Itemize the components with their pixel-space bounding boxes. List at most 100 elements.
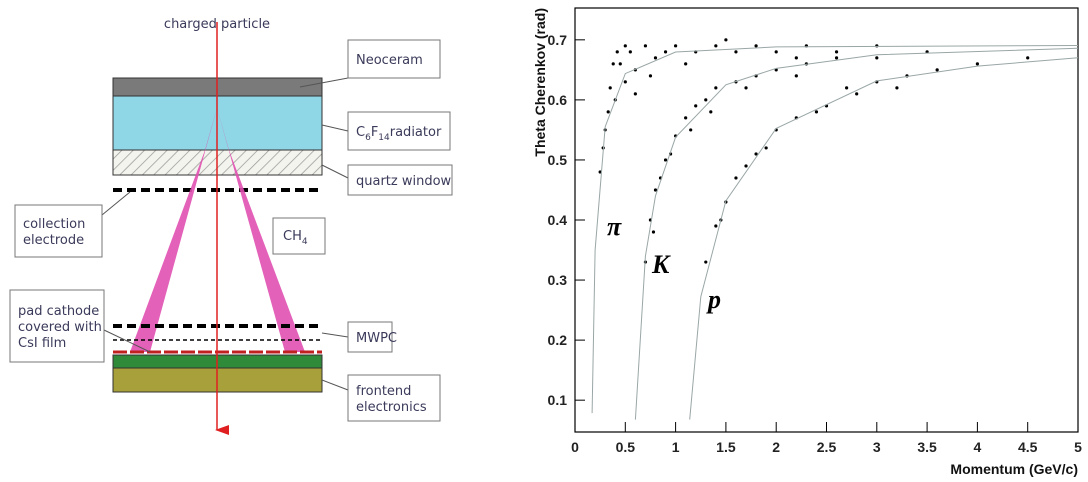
beam-label: charged particle — [164, 17, 270, 32]
data-point — [1026, 56, 1030, 60]
data-point — [834, 50, 839, 54]
data-point — [845, 86, 849, 90]
data-point — [618, 62, 622, 66]
data-point — [925, 50, 929, 54]
data-point — [744, 86, 748, 90]
callout-box — [347, 39, 441, 79]
data-point — [895, 86, 899, 90]
callout-label: frontend — [356, 384, 411, 399]
data-point — [663, 158, 668, 162]
data-point — [764, 146, 768, 150]
theory-curve — [591, 45, 1079, 414]
callout-label: collection — [23, 217, 85, 232]
data-point — [875, 44, 879, 48]
data-point — [611, 62, 615, 66]
data-point — [606, 110, 610, 114]
gas-label: CH4 — [283, 229, 308, 247]
x-tick-label: 2.5 — [817, 439, 837, 455]
data-point — [674, 44, 678, 48]
callout-box — [9, 289, 105, 363]
data-point — [754, 152, 758, 156]
particle-label: K — [651, 250, 671, 279]
data-point — [774, 50, 778, 54]
data-point — [714, 224, 718, 228]
data-point — [648, 74, 653, 78]
scatter-chart: 0.1 0.2 0.3 0.4 0.5 0.6 0.7 0 0.5 1 1.5 2 2.5 3 3.5 4 4.… — [532, 7, 1082, 477]
data-point — [643, 44, 648, 48]
label-part: C — [356, 125, 365, 140]
data-point — [623, 80, 627, 84]
data-point — [975, 62, 980, 66]
radiator-label: C6F14radiator — [356, 125, 442, 143]
data-point — [724, 38, 728, 42]
theory-curve — [689, 57, 1079, 420]
data-point — [754, 44, 758, 48]
theory-curve — [634, 47, 1079, 420]
leader-line — [321, 124, 349, 132]
data-point — [714, 86, 718, 90]
data-point — [623, 44, 627, 48]
data-point — [704, 98, 708, 102]
data-point — [734, 50, 738, 54]
data-point — [734, 176, 738, 180]
data-point — [615, 50, 619, 54]
label-part: 6 — [365, 133, 371, 143]
callout-label: pad cathode — [18, 304, 99, 319]
x-tick-label: 2 — [772, 439, 780, 455]
particle-label: p — [706, 285, 721, 314]
data-point — [628, 50, 632, 54]
x-tick-label: 1.5 — [716, 439, 736, 455]
data-point — [794, 74, 798, 78]
x-tick-label: 5 — [1074, 439, 1082, 455]
y-tick-label: 0.4 — [548, 212, 568, 228]
x-tick-label: 0.5 — [616, 439, 636, 455]
leader-line — [321, 379, 349, 391]
data-point — [653, 188, 658, 192]
y-tick-label: 0.2 — [548, 332, 568, 348]
leader-line — [101, 191, 131, 216]
callout-box — [347, 374, 441, 422]
x-tick-label: 4.5 — [1018, 439, 1038, 455]
data-point — [689, 128, 693, 132]
x-tick-label: 3.5 — [917, 439, 937, 455]
data-point — [794, 56, 798, 60]
leader-line — [321, 164, 349, 179]
callout-label: electrode — [23, 233, 84, 248]
data-point — [608, 86, 612, 90]
callout-label: covered with — [18, 320, 102, 335]
y-tick-label: 0.3 — [548, 272, 568, 288]
gas-box — [272, 217, 326, 255]
data-point — [744, 164, 748, 168]
x-tick-label: 1 — [672, 439, 680, 455]
label-part: 4 — [302, 237, 308, 247]
data-point — [855, 92, 859, 96]
data-point — [709, 110, 713, 114]
data-point — [814, 110, 819, 114]
callout-box — [14, 204, 103, 258]
callout-label: CsI film — [18, 336, 66, 351]
y-tick-label: 0.1 — [548, 392, 568, 408]
data-point — [684, 116, 688, 120]
leader-line — [103, 329, 151, 353]
data-point — [684, 62, 688, 66]
callout-label: MWPC — [356, 331, 397, 346]
callout-label: electronics — [356, 400, 427, 415]
data-point — [663, 50, 668, 54]
y-tick-label: 0.5 — [548, 152, 568, 168]
leader-line — [321, 332, 349, 338]
detector-diagram: charged particle C6F14radiator CH4 Neoce… — [9, 17, 453, 435]
label-part: 14 — [378, 133, 390, 143]
label-part: radiator — [390, 125, 442, 140]
callout-box — [347, 164, 453, 196]
data-point — [651, 230, 656, 234]
y-tick-label: 0.7 — [548, 32, 568, 48]
data-point — [704, 260, 708, 264]
x-axis-label: Momentum (GeV/c) — [950, 461, 1078, 477]
x-tick-label: 3 — [873, 439, 881, 455]
x-tick-label: 4 — [974, 439, 982, 455]
label-part: CH — [283, 229, 302, 244]
data-point — [875, 56, 879, 60]
particle-label: π — [607, 212, 622, 241]
data-point — [834, 56, 839, 60]
